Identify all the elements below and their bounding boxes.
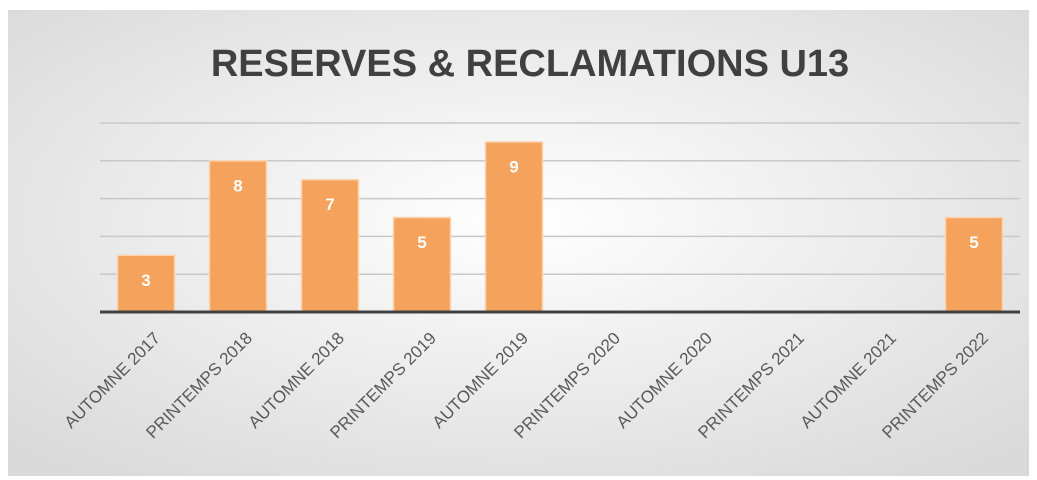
value-label: 5 — [969, 233, 978, 252]
bar — [484, 141, 544, 313]
value-label: 3 — [141, 271, 150, 290]
bar — [208, 160, 268, 313]
bar — [116, 254, 176, 313]
bar — [392, 216, 452, 313]
value-label: 9 — [509, 157, 518, 176]
value-label: 5 — [417, 233, 426, 252]
value-label: 7 — [325, 195, 334, 214]
chart-title: RESERVES & RECLAMATIONS U13 — [211, 43, 849, 85]
value-label: 8 — [233, 176, 242, 195]
bar — [300, 178, 360, 313]
bar — [944, 216, 1004, 313]
